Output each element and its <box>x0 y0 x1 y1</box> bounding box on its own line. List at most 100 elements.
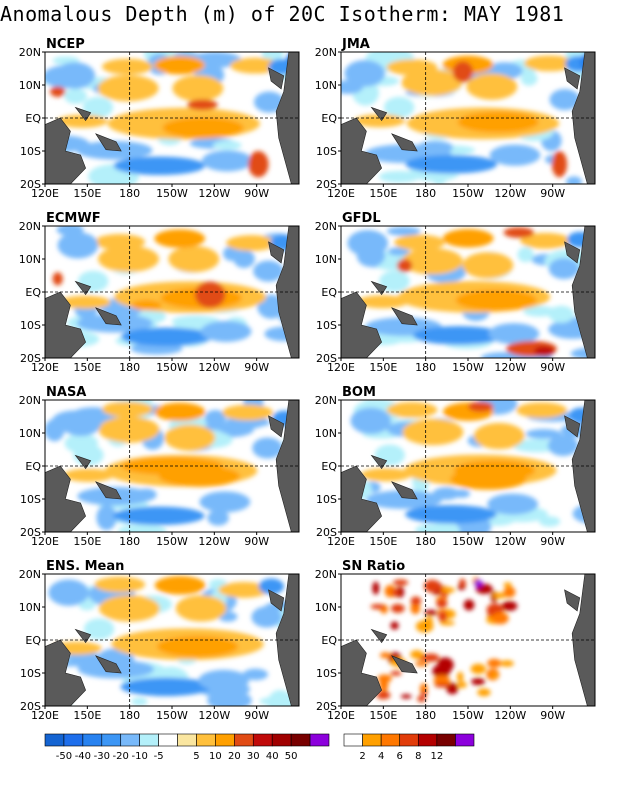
y-tick-label: 20N <box>315 46 337 59</box>
colorbar-swatch <box>309 733 330 747</box>
land-mass <box>564 589 581 612</box>
x-tick-label: 150E <box>369 187 397 200</box>
panel-label: NCEP <box>46 37 85 52</box>
land-mass <box>95 307 122 326</box>
x-tick-label: 120E <box>31 361 59 374</box>
land-mass <box>95 655 122 674</box>
colorbar-label: 5 <box>193 751 199 762</box>
land-mass <box>74 280 92 296</box>
map-panel-1: NCEP 120E 150E 180 150W 120W 90W 20N 10N EQ 10S 20S <box>19 37 300 200</box>
x-tick-label: 90W <box>244 361 269 374</box>
y-tick-label: 10N <box>315 427 337 440</box>
colorbar-label: 12 <box>430 751 443 762</box>
y-tick-label: 20S <box>20 352 41 365</box>
x-tick-label: 150E <box>369 709 397 722</box>
anomaly-field <box>341 400 595 532</box>
land-mass <box>391 133 418 152</box>
colorbar-label: 2 <box>359 751 365 762</box>
map-panel-6: BOM 120E 150E 180 150W 120W 90W 20N 10N EQ 10S 20S <box>315 385 596 548</box>
anomaly-field <box>46 576 299 706</box>
x-tick-label: 180 <box>119 709 140 722</box>
colorbar-swatch <box>362 733 382 747</box>
x-tick-label: 150W <box>452 709 484 722</box>
y-tick-label: EQ <box>321 634 337 647</box>
x-tick-label: 90W <box>244 709 269 722</box>
anomaly-field <box>370 576 518 703</box>
panel-label: JMA <box>341 37 370 52</box>
y-tick-label: EQ <box>321 112 337 125</box>
y-tick-label: 10S <box>20 319 41 332</box>
y-tick-label: 20N <box>19 394 41 407</box>
panel-label: GFDL <box>342 211 381 226</box>
x-tick-label: 150E <box>73 535 101 548</box>
colorbar-label: 6 <box>397 751 403 762</box>
x-tick-label: 180 <box>415 187 436 200</box>
map-panel-5: NASA 120E 150E 180 150W 120W 90W 20N 10N EQ 10S 20S <box>19 385 300 548</box>
land-mass <box>268 67 285 90</box>
colorbar-label: -40 <box>75 751 91 762</box>
colorbar-swatch <box>399 733 419 747</box>
x-tick-label: 180 <box>119 535 140 548</box>
y-tick-label: 20N <box>315 568 337 581</box>
colorbar-swatch <box>139 733 159 747</box>
colorbar-swatch <box>82 733 103 747</box>
x-tick-label: 120E <box>327 535 355 548</box>
land-mass <box>268 241 285 264</box>
colorbar-swatch <box>196 733 216 747</box>
y-tick-label: 10N <box>19 79 41 92</box>
y-tick-label: 20S <box>316 352 337 365</box>
x-tick-label: 120W <box>198 535 230 548</box>
map-panel-4: GFDL 120E 150E 180 150W 120W 90W 20N 10N EQ 10S 20S <box>315 211 596 374</box>
land-mass <box>341 117 382 184</box>
colorbar-swatch <box>234 733 254 747</box>
colorbar-label: -50 <box>56 751 72 762</box>
y-tick-label: 20N <box>19 220 41 233</box>
y-tick-label: 10N <box>315 79 337 92</box>
colorbar-label: 20 <box>228 751 241 762</box>
y-tick-label: 10S <box>20 145 41 158</box>
land-mass <box>370 628 388 644</box>
colorbar-label: 50 <box>285 751 298 762</box>
colorbar-swatch <box>120 733 140 747</box>
colorbar-swatch <box>343 733 363 747</box>
x-tick-label: 90W <box>540 361 565 374</box>
x-tick-label: 120E <box>31 187 59 200</box>
land-mass <box>95 133 122 152</box>
x-tick-label: 120W <box>198 187 230 200</box>
x-tick-label: 150E <box>73 709 101 722</box>
x-tick-label: 120W <box>494 361 526 374</box>
colorbar-label: -20 <box>113 751 129 762</box>
land-mass <box>268 589 285 612</box>
x-tick-label: 120W <box>198 361 230 374</box>
land-mass <box>341 291 382 358</box>
y-tick-label: 10S <box>20 493 41 506</box>
x-tick-label: 180 <box>415 709 436 722</box>
land-mass <box>45 291 86 358</box>
x-tick-label: 150W <box>452 535 484 548</box>
y-tick-label: 20S <box>20 700 41 713</box>
colorbar-swatch <box>455 733 475 747</box>
x-tick-label: 150E <box>369 535 397 548</box>
land-mass <box>95 481 122 500</box>
land-mass <box>45 465 86 532</box>
x-tick-label: 90W <box>540 187 565 200</box>
colorbar-swatch <box>158 733 178 747</box>
panel-label: ENS. Mean <box>46 559 124 574</box>
y-tick-label: 10N <box>315 253 337 266</box>
y-tick-label: 10S <box>316 319 337 332</box>
land-mass <box>564 241 581 264</box>
land-mass <box>268 415 285 438</box>
x-tick-label: 120W <box>198 709 230 722</box>
x-tick-label: 150W <box>156 361 188 374</box>
y-tick-label: 10N <box>315 601 337 614</box>
map-panel-3: ECMWF 120E 150E 180 150W 120W 90W 20N 10N EQ 10S 20… <box>19 211 300 374</box>
colorbar-swatch <box>101 733 122 747</box>
colorbar-swatch <box>290 733 311 747</box>
x-tick-label: 90W <box>244 535 269 548</box>
y-tick-label: 20N <box>315 394 337 407</box>
y-tick-label: 10N <box>19 427 41 440</box>
colorbar-swatch <box>44 733 65 747</box>
land-mass <box>341 465 382 532</box>
colorbar-label: 10 <box>209 751 222 762</box>
y-tick-label: 10N <box>19 601 41 614</box>
